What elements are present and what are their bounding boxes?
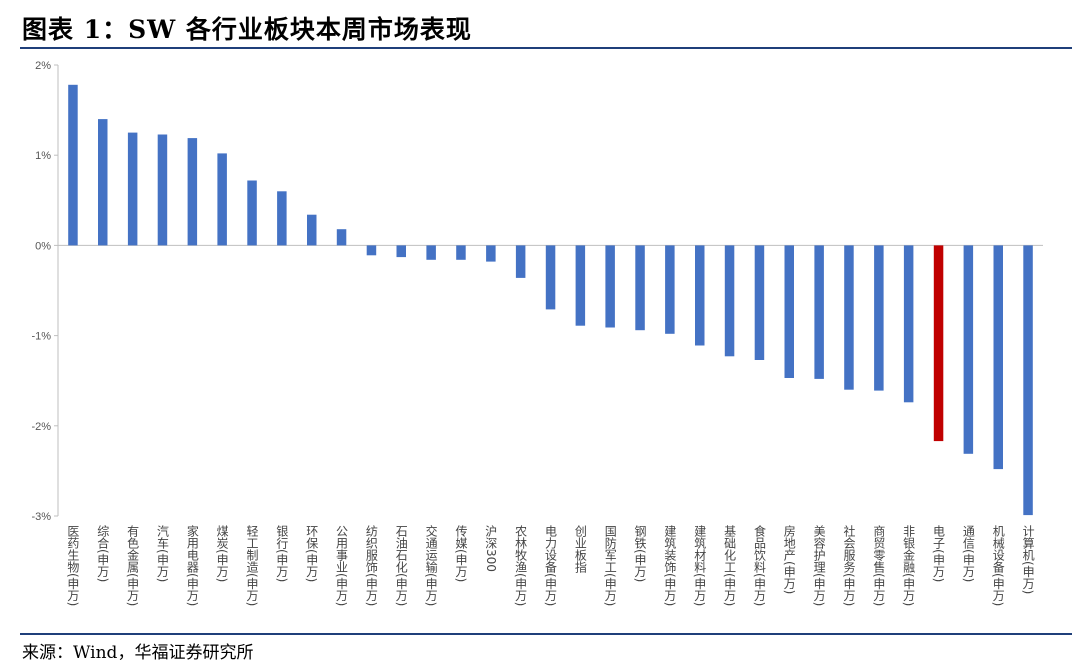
y-tick-label: 2% [35, 60, 51, 72]
x-tick-label: 建筑装饰(申万) [663, 525, 677, 607]
bar [784, 245, 794, 378]
x-tick-label: 纺织服饰(申万) [364, 525, 378, 607]
x-tick-label: 银行(申万) [275, 525, 289, 583]
bar [217, 153, 227, 246]
x-tick-label: 钢铁(申万) [633, 525, 647, 583]
y-tick-label: -3% [31, 511, 51, 523]
x-tick-label: 食品饮料(申万) [752, 524, 766, 607]
x-tick-label: 通信(申万) [961, 525, 975, 583]
x-tick-label: 沪深300 [484, 525, 498, 572]
x-tick-label: 医药生物(申万) [66, 525, 80, 606]
x-tick-label: 煤炭(申万) [215, 525, 229, 583]
x-tick-label: 公用事业(申万) [335, 525, 349, 606]
x-tick-label: 轻工制造(申万) [245, 525, 259, 607]
y-tick-label: -2% [31, 421, 51, 433]
bar [874, 245, 884, 391]
bar [993, 245, 1003, 470]
bar [1023, 245, 1033, 516]
x-tick-label: 房地产(申万) [782, 524, 796, 595]
x-tick-label: 电力设备(申万) [544, 525, 558, 607]
bar [754, 245, 765, 360]
x-tick-label: 家用电器(申万) [185, 524, 199, 607]
x-tick-label: 计算机(申万) [1021, 525, 1035, 595]
bar [963, 245, 974, 454]
x-tick-label: 美容护理(申万) [812, 525, 826, 607]
x-tick-label: 社会服务(申万) [842, 524, 856, 607]
x-tick-label: 环保(申万) [305, 525, 319, 582]
x-tick-label: 机械设备(申万) [991, 525, 1005, 607]
y-tick-label: -1% [31, 331, 51, 343]
bar [187, 138, 198, 246]
x-tick-label: 农林牧渔(申万) [514, 525, 528, 607]
x-tick-label: 基础化工(申万) [723, 525, 737, 607]
bar [307, 214, 317, 246]
x-tick-label: 交通运输(申万) [424, 524, 438, 607]
x-tick-label: 综合(申万) [96, 525, 110, 583]
bar [903, 245, 914, 403]
x-tick-label: 建筑材料(申万) [693, 525, 707, 607]
bar [247, 180, 257, 246]
x-tick-label: 非银金融(申万) [902, 525, 916, 607]
bar [844, 245, 854, 390]
x-tick-label: 石油石化(申万) [394, 525, 408, 606]
bar [98, 119, 108, 246]
y-tick-label: 1% [35, 150, 51, 162]
bar [486, 245, 496, 262]
bar [456, 245, 466, 260]
bar [277, 191, 287, 246]
x-tick-label: 有色金属(申万) [126, 525, 140, 607]
x-tick-label: 国防军工(申万) [603, 525, 617, 606]
bar [635, 245, 645, 331]
source-rule [20, 633, 1072, 635]
bar [336, 229, 347, 246]
title-rule [20, 47, 1072, 49]
x-tick-label: 传媒(申万) [454, 524, 468, 583]
bar-chart: 2% 1% 0% -1% -2% -3% 医药生物(申万) 综合(申万) 有色金属(申万) 汽车(… [31, 60, 1043, 607]
bar [933, 245, 944, 442]
bar [68, 84, 78, 246]
x-tick-label: 汽车(申万) [155, 524, 169, 583]
bar [127, 132, 138, 246]
bar [814, 245, 824, 379]
bar [157, 134, 168, 246]
figure-title: 图表 1：SW 各行业板块本周市场表现 [22, 15, 472, 44]
source-note: 来源：Wind，华福证券研究所 [22, 643, 254, 663]
bar [605, 245, 615, 328]
bar [515, 245, 526, 278]
bar [396, 245, 406, 258]
bar [366, 245, 377, 256]
x-tick-label: 电子(申万) [932, 525, 946, 583]
bar [545, 245, 556, 310]
bar [695, 245, 705, 346]
bar [724, 245, 735, 357]
x-tick-label: 创业板指 [573, 525, 587, 574]
bar [426, 245, 436, 260]
x-tick-label: 商贸零售(申万) [872, 524, 886, 607]
bar [575, 245, 586, 326]
y-tick-label: 0% [35, 240, 51, 252]
bar [665, 245, 675, 334]
